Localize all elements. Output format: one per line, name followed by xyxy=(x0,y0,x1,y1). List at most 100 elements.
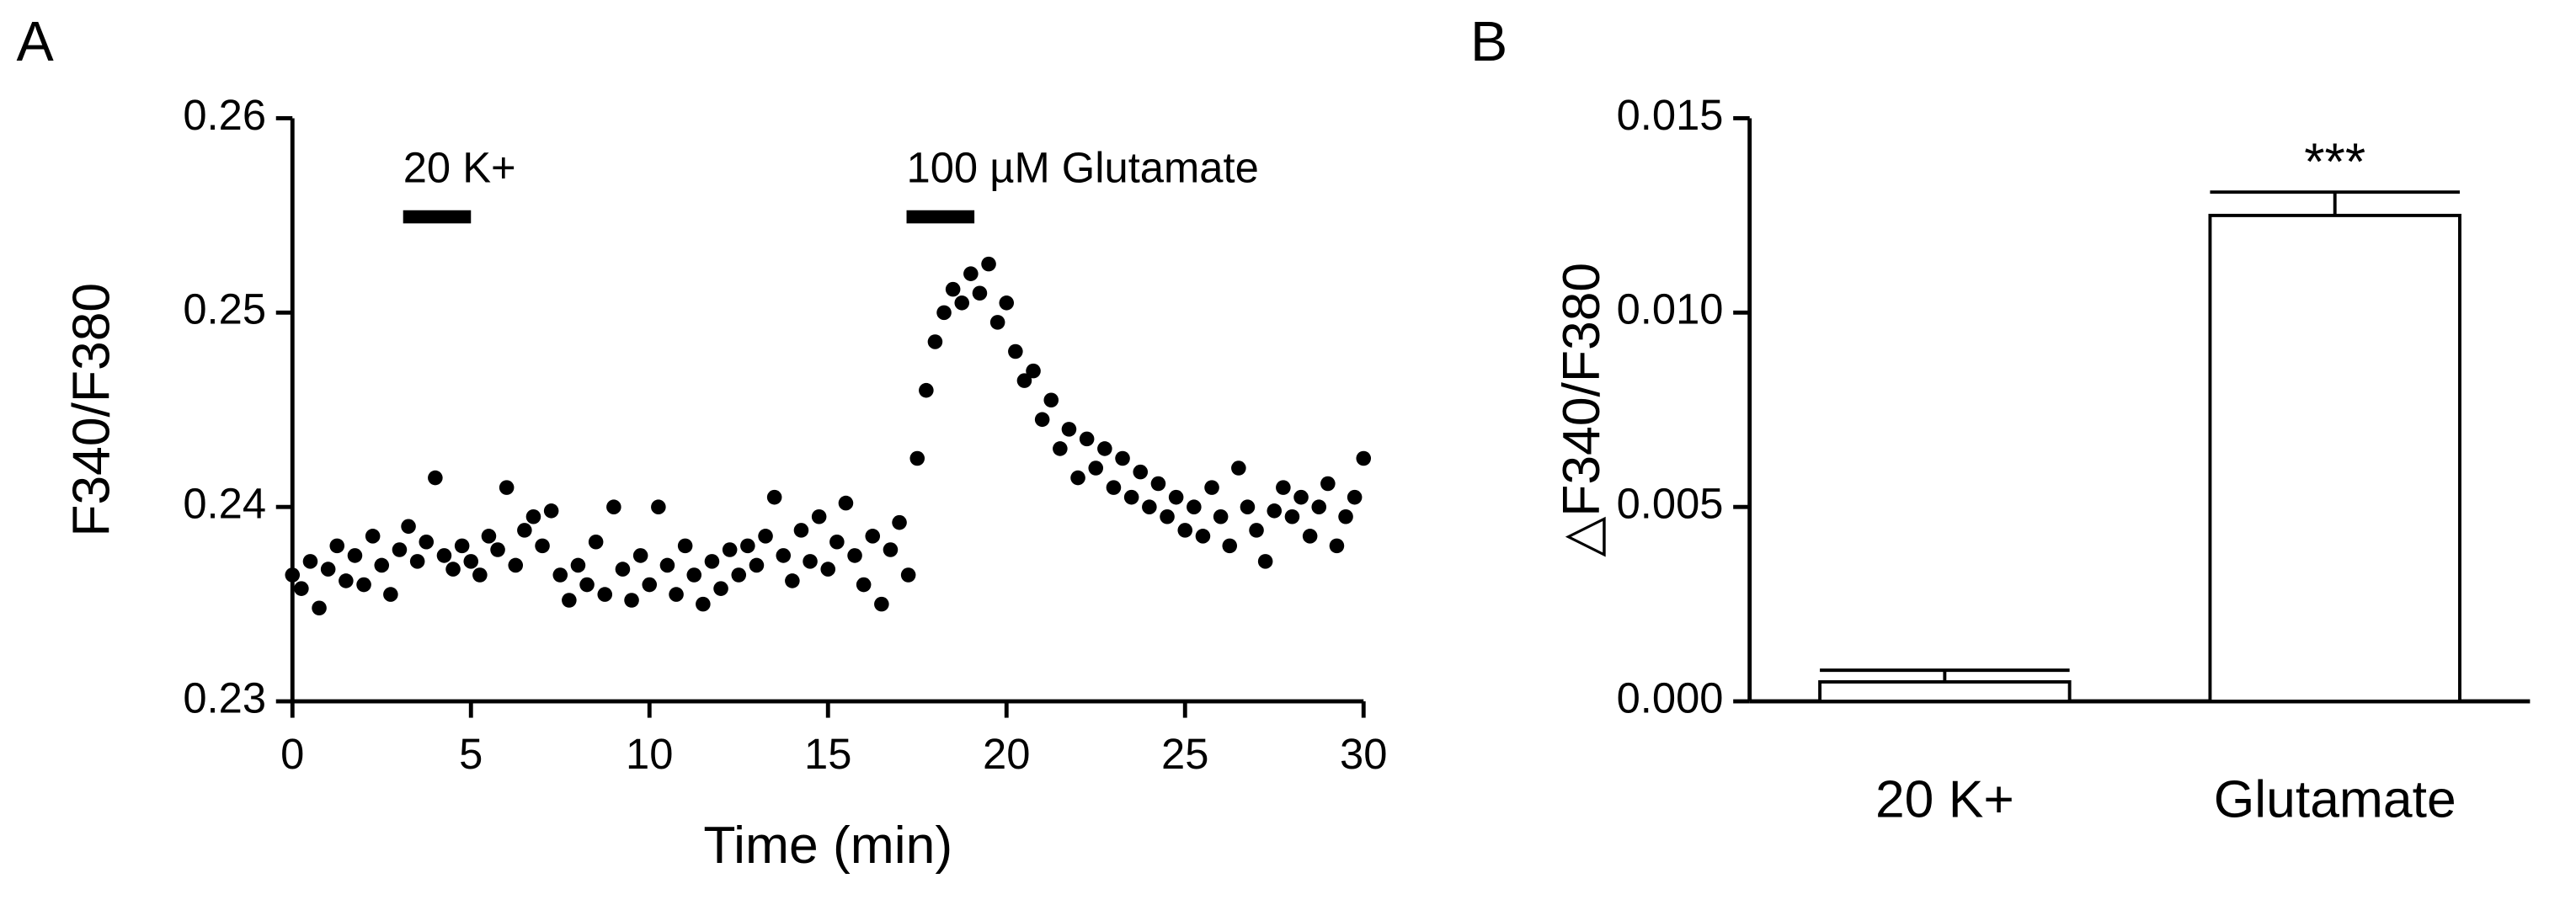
data-point xyxy=(793,523,809,538)
data-point xyxy=(776,548,792,563)
x-tick-label: 30 xyxy=(1340,730,1387,778)
data-point xyxy=(419,534,435,550)
data-point xyxy=(409,554,425,569)
data-point xyxy=(1204,480,1219,495)
data-point xyxy=(517,523,532,538)
data-point xyxy=(1016,373,1032,388)
data-point xyxy=(588,534,604,550)
x-tick-label: Glutamate xyxy=(2214,770,2456,829)
data-point xyxy=(954,295,970,311)
data-point xyxy=(1320,476,1336,492)
data-point xyxy=(838,495,854,511)
data-point xyxy=(1213,508,1229,524)
data-point xyxy=(1267,503,1283,519)
data-point xyxy=(989,315,1005,330)
data-point xyxy=(731,567,747,583)
y-tick-label: 0.24 xyxy=(183,480,266,528)
x-tick-label: 0 xyxy=(280,730,304,778)
data-point xyxy=(820,562,836,577)
data-point xyxy=(285,567,301,583)
data-point xyxy=(1133,464,1149,480)
data-point xyxy=(302,554,318,569)
y-tick-label: 0.26 xyxy=(183,91,266,139)
data-point xyxy=(392,542,408,557)
data-point xyxy=(1187,499,1202,514)
data-point xyxy=(749,557,765,573)
panel-label: A xyxy=(17,11,55,73)
data-point xyxy=(856,577,872,593)
data-point xyxy=(1302,529,1318,544)
data-point xyxy=(294,581,309,596)
data-point xyxy=(606,499,621,514)
data-point xyxy=(1150,476,1166,492)
data-point xyxy=(436,548,452,563)
x-tick-label: 15 xyxy=(804,730,851,778)
data-point xyxy=(1249,523,1264,538)
data-point xyxy=(1347,489,1363,505)
data-point xyxy=(1008,343,1023,359)
data-point xyxy=(829,534,845,550)
data-point xyxy=(1123,489,1139,505)
x-axis-label: Time (min) xyxy=(703,816,952,875)
data-point xyxy=(758,529,773,544)
data-point xyxy=(1079,431,1095,447)
data-point xyxy=(445,562,461,577)
data-point xyxy=(481,529,497,544)
data-point xyxy=(766,489,782,505)
data-point xyxy=(615,562,631,577)
data-point xyxy=(535,538,550,554)
annotation: 100 µM Glutamate xyxy=(907,143,1259,191)
data-point xyxy=(1061,422,1077,437)
data-point xyxy=(562,593,577,608)
y-tick-label: 0.25 xyxy=(183,285,266,333)
data-point xyxy=(696,596,711,612)
data-point xyxy=(1097,441,1112,456)
data-point xyxy=(963,266,979,281)
data-point xyxy=(999,295,1015,311)
data-point xyxy=(972,285,988,301)
data-point xyxy=(686,567,702,583)
y-tick-label: 0.000 xyxy=(1617,673,1724,721)
x-tick-label: 20 K+ xyxy=(1875,770,2014,829)
data-point xyxy=(740,538,755,554)
data-point xyxy=(1231,460,1246,476)
data-point xyxy=(472,567,488,583)
x-tick-label: 10 xyxy=(626,730,673,778)
data-point xyxy=(642,577,658,593)
data-point xyxy=(1034,412,1050,428)
data-point xyxy=(1276,480,1291,495)
data-point xyxy=(552,567,568,583)
data-point xyxy=(463,554,479,569)
stimulus-bar xyxy=(403,210,472,224)
data-point xyxy=(1356,450,1372,466)
data-point xyxy=(803,554,818,569)
data-point xyxy=(454,538,470,554)
data-point xyxy=(704,554,720,569)
x-tick-label: 25 xyxy=(1161,730,1208,778)
data-point xyxy=(909,450,925,466)
value-label: *** xyxy=(2304,132,2365,191)
data-point xyxy=(981,256,996,272)
y-tick-label: 0.005 xyxy=(1617,480,1724,528)
y-tick-label: 0.23 xyxy=(183,673,266,721)
data-point xyxy=(865,529,881,544)
data-point xyxy=(1338,508,1353,524)
data-point xyxy=(339,573,354,588)
data-point xyxy=(624,593,639,608)
data-point xyxy=(428,470,443,486)
data-point xyxy=(1195,529,1211,544)
data-point xyxy=(1160,508,1175,524)
data-point xyxy=(1329,538,1345,554)
panel-label: B xyxy=(1470,11,1507,73)
data-point xyxy=(499,480,515,495)
data-point xyxy=(320,562,336,577)
data-point xyxy=(874,596,889,612)
data-point xyxy=(365,529,381,544)
data-point xyxy=(1284,508,1300,524)
stimulus-bar xyxy=(906,210,975,224)
data-point xyxy=(570,557,586,573)
data-point xyxy=(892,514,907,530)
data-point xyxy=(374,557,390,573)
data-point xyxy=(1088,460,1104,476)
data-point xyxy=(329,538,345,554)
